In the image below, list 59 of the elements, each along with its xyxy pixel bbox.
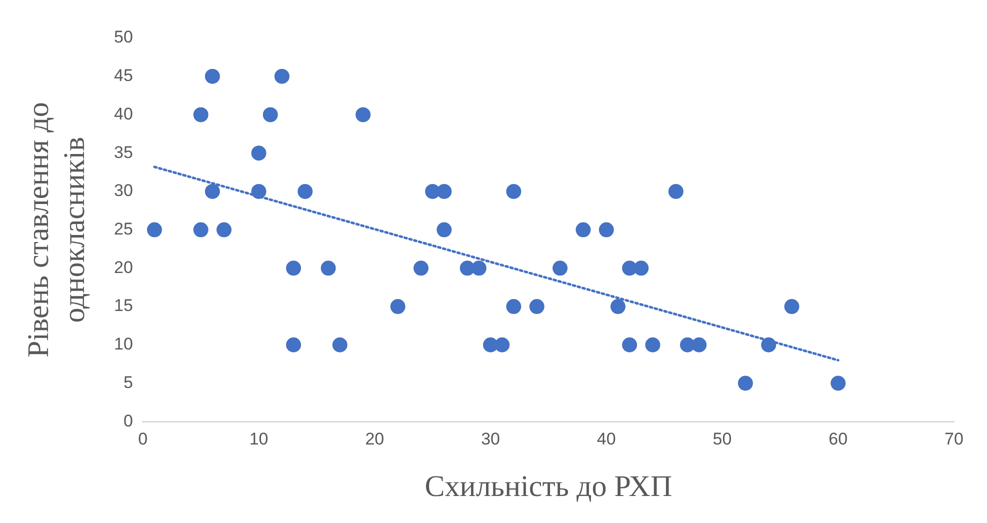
x-axis-title: Схильність до РХП [424, 470, 672, 503]
point [830, 376, 846, 391]
point [251, 146, 266, 161]
y-tick-label: 50 [114, 28, 133, 47]
x-tick-label: 70 [944, 429, 964, 448]
point [634, 260, 649, 276]
point [610, 299, 626, 314]
y-tick-label: 20 [114, 258, 133, 277]
point [286, 260, 302, 276]
y-tick-label: 40 [114, 104, 133, 124]
point [274, 68, 290, 84]
x-tick-label: 30 [481, 429, 500, 448]
y-tick-label: 35 [114, 142, 133, 162]
point [436, 184, 452, 199]
x-tick-label: 0 [138, 429, 148, 448]
point [471, 260, 486, 276]
point [552, 260, 568, 276]
x-tick-label: 20 [365, 429, 384, 448]
point [298, 184, 313, 199]
point [204, 68, 220, 84]
point [251, 184, 266, 199]
point [529, 299, 544, 314]
y-tick-label: 30 [114, 181, 133, 200]
point [494, 337, 510, 352]
point [761, 337, 776, 352]
point [204, 184, 220, 199]
point [286, 337, 302, 352]
x-tick-label: 60 [828, 429, 848, 448]
y-tick-label: 10 [114, 334, 133, 354]
point [622, 337, 638, 352]
x-tick-label: 40 [596, 429, 616, 448]
point [332, 337, 348, 352]
x-tick-label: 10 [249, 429, 268, 448]
point [576, 222, 591, 238]
point [668, 184, 684, 199]
y-tick-label: 5 [123, 372, 133, 392]
point [146, 222, 162, 238]
point [414, 260, 428, 276]
point [784, 299, 800, 314]
point [216, 222, 232, 238]
y-tick-label: 0 [123, 411, 133, 430]
point [390, 299, 406, 314]
point [506, 299, 522, 314]
point [193, 222, 208, 238]
x-tick-label: 50 [712, 429, 732, 448]
point [506, 184, 522, 199]
point [262, 107, 278, 122]
y-tick-label: 25 [114, 219, 133, 238]
y-tick-label: 15 [114, 296, 133, 316]
point [645, 337, 660, 352]
point [598, 222, 614, 238]
point [436, 222, 452, 238]
y-axis-title: Рівень ставлення до однокласників [22, 102, 91, 358]
point [193, 107, 208, 122]
point [692, 337, 707, 352]
point [320, 260, 336, 276]
y-tick-label: 45 [114, 66, 133, 86]
point [356, 107, 371, 122]
point [738, 376, 753, 391]
